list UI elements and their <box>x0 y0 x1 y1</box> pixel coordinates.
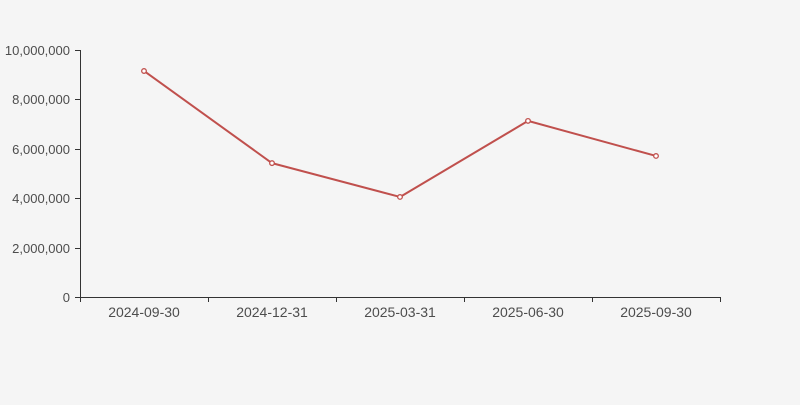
data-point-marker[interactable] <box>525 117 531 124</box>
data-point-marker[interactable] <box>653 153 659 159</box>
x-axis-tick-label: 2024-09-30 <box>108 304 180 320</box>
y-axis-tick-label: 6,000,000 <box>12 142 70 157</box>
x-axis-tick-label: 2025-06-30 <box>492 304 564 320</box>
data-point-marker[interactable] <box>141 68 147 74</box>
y-axis-tick-label: 10,000,000 <box>5 43 70 58</box>
y-axis-tick-label: 4,000,000 <box>12 191 70 206</box>
data-point-marker[interactable] <box>397 194 403 200</box>
x-axis-tick-label: 2025-03-31 <box>364 304 436 320</box>
x-axis-tick-label: 2024-12-31 <box>236 304 308 320</box>
x-axis-tick-label: 2025-09-30 <box>620 304 692 320</box>
data-point-marker[interactable] <box>269 160 275 167</box>
y-axis-tick-label: 2,000,000 <box>12 241 70 256</box>
y-axis-tick-label: 8,000,000 <box>12 92 70 107</box>
y-axis-tick-label: 0 <box>63 290 70 305</box>
series-line <box>143 69 657 198</box>
